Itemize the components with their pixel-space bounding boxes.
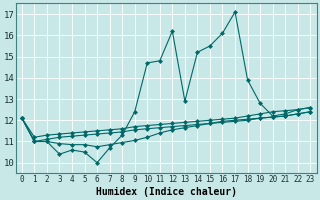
X-axis label: Humidex (Indice chaleur): Humidex (Indice chaleur)	[96, 186, 236, 197]
